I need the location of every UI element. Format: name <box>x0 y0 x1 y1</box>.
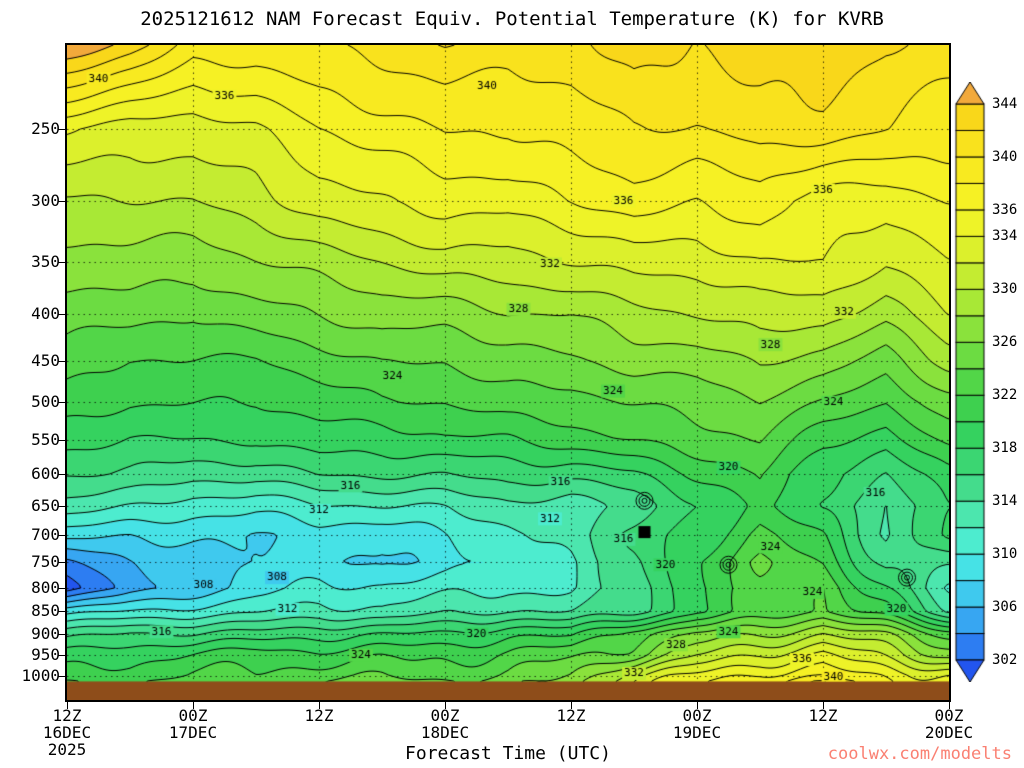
x-tick-mark <box>697 702 698 709</box>
x-tick-year: 2025 <box>47 740 87 759</box>
colorbar-tick-label: 306 <box>992 599 1018 616</box>
colorbar-tick-label: 336 <box>992 201 1018 218</box>
y-tick-label: 750 <box>31 552 60 572</box>
colorbar-tick-label: 330 <box>992 281 1018 298</box>
x-tick-mark <box>193 702 194 709</box>
y-tick-mark <box>58 402 65 404</box>
x-tick-mark <box>823 702 824 709</box>
x-tick-label: 12Z <box>808 706 838 725</box>
y-tick-mark <box>58 439 65 441</box>
x-tick-date: 20DEC <box>924 723 974 742</box>
y-tick-label: 700 <box>31 524 60 544</box>
colorbar-tick-label: 340 <box>992 148 1018 165</box>
x-tick-mark <box>319 702 320 709</box>
y-tick-mark <box>58 474 65 476</box>
y-tick-mark <box>58 129 65 131</box>
y-tick-mark <box>58 675 65 677</box>
colorbar-tick-label: 314 <box>992 493 1018 510</box>
colorbar-tick-label: 344 <box>992 96 1018 112</box>
x-tick-label: 00Z <box>934 706 964 725</box>
x-tick-label: 12Z <box>556 706 586 725</box>
watermark: coolwx.com/modelts <box>827 744 1012 764</box>
colorbar-tick-label: 334 <box>992 228 1018 245</box>
y-tick-label: 800 <box>31 577 60 597</box>
y-tick-label: 650 <box>31 495 60 515</box>
x-tick-date: 19DEC <box>672 723 722 742</box>
x-tick-label: 00Z <box>430 706 460 725</box>
y-tick-mark <box>58 360 65 362</box>
y-tick-label: 500 <box>31 392 60 412</box>
x-tick-mark <box>67 702 68 709</box>
y-tick-mark <box>58 655 65 657</box>
x-tick-label: 00Z <box>178 706 208 725</box>
x-tick-date: 18DEC <box>420 723 470 742</box>
contour-plot-canvas <box>65 43 951 702</box>
y-tick-label: 900 <box>31 624 60 643</box>
colorbar-tick-label: 310 <box>992 546 1018 563</box>
y-tick-label: 450 <box>31 350 60 370</box>
y-tick-mark <box>58 587 65 589</box>
x-tick-label: 12Z <box>304 706 334 725</box>
y-tick-label: 300 <box>31 190 60 210</box>
y-tick-label: 1000 <box>21 665 60 685</box>
y-tick-mark <box>58 534 65 536</box>
colorbar-tick-label: 326 <box>992 334 1018 351</box>
x-tick-mark <box>445 702 446 709</box>
y-tick-label: 250 <box>31 119 60 139</box>
colorbar-tick-label: 302 <box>992 652 1018 668</box>
y-tick-mark <box>58 505 65 507</box>
x-tick-label: 00Z <box>682 706 712 725</box>
y-tick-mark <box>58 562 65 564</box>
x-tick-mark <box>949 702 950 709</box>
y-tick-label: 350 <box>31 251 60 271</box>
x-axis-title: Forecast Time (UTC) <box>405 743 611 764</box>
chart-title: 2025121612 NAM Forecast Equiv. Potential… <box>140 8 884 30</box>
x-tick-date: 17DEC <box>168 723 218 742</box>
y-tick-label: 400 <box>31 304 60 324</box>
y-tick-mark <box>58 611 65 613</box>
x-tick-label: 12Z <box>52 706 82 725</box>
x-tick-date: 16DEC <box>42 723 92 742</box>
y-tick-label: 850 <box>31 601 60 621</box>
y-tick-mark <box>58 261 65 263</box>
y-tick-mark <box>58 314 65 316</box>
y-tick-mark <box>58 200 65 202</box>
colorbar-tick-label: 318 <box>992 440 1018 457</box>
x-tick-mark <box>571 702 572 709</box>
y-tick-label: 550 <box>31 429 60 449</box>
y-tick-label: 950 <box>31 645 60 665</box>
colorbar-tick-label: 322 <box>992 387 1018 404</box>
y-tick-mark <box>58 634 65 635</box>
colorbar <box>952 82 992 682</box>
y-tick-label: 600 <box>31 464 60 484</box>
